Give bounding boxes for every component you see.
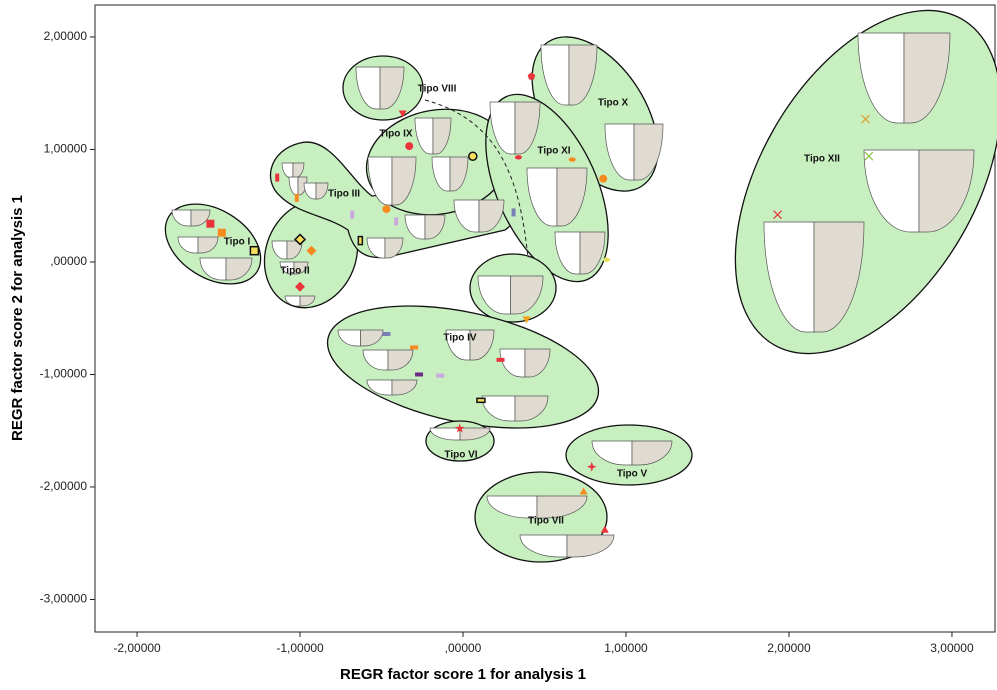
point [382,332,390,336]
group-label: Tipo I [224,237,251,248]
x-tick-label: 3,00000 [930,641,974,655]
point [206,220,214,228]
y-tick-label: -2,00000 [40,479,88,493]
point [350,211,354,219]
x-tick-label: ,00000 [445,641,482,655]
x-tick-label: -1,00000 [276,641,324,655]
y-tick-label: 1,00000 [44,142,88,156]
point [358,237,362,245]
point [569,157,576,161]
point [469,152,477,160]
x-tick-label: 1,00000 [604,641,648,655]
point [275,174,279,182]
point [477,398,485,402]
group-label: Tipo X [598,98,629,109]
group-label: Tipo IX [379,129,412,140]
y-axis-title: REGR factor score 2 for analysis 1 [9,195,26,441]
point [497,358,505,362]
point [599,175,607,183]
y-tick-label: 2,00000 [44,29,88,43]
y-tick-label: -3,00000 [40,592,88,606]
group-label: Tipo II [280,266,309,277]
group-label: Tipo VII [528,516,564,527]
x-axis-title: REGR factor score 1 for analysis 1 [340,666,586,683]
x-tick-label: 2,00000 [767,641,811,655]
point [603,258,610,262]
point [410,345,418,349]
point [218,229,226,237]
point [394,217,398,225]
chart: Tipo I Tipo II Tipo III Tipo VIII Tipo I… [0,0,997,685]
group-label: Tipo VI [444,450,477,461]
point [436,374,444,378]
point [515,155,522,159]
point [250,247,258,255]
group-label: Tipo XI [537,146,570,157]
group-label: Tipo IV [443,333,476,344]
group-label: Tipo XII [804,154,840,165]
x-tick-label: -2,00000 [113,641,161,655]
point [382,205,390,213]
y-tick-label: ,00000 [50,254,87,268]
group-label: Tipo VIII [418,84,457,95]
point [405,142,413,150]
point [295,194,299,202]
point [415,372,423,376]
group-label: Tipo III [328,189,360,200]
point [512,208,516,216]
y-tick-label: -1,00000 [40,367,88,381]
group-label: Tipo V [617,469,648,480]
